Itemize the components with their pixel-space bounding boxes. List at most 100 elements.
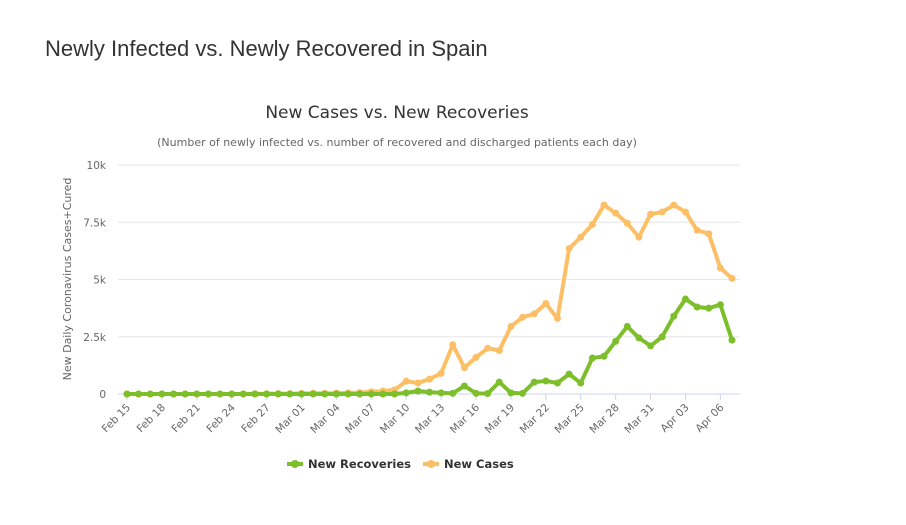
data-point	[553, 314, 561, 322]
y-tick-label: 2.5k	[83, 332, 107, 344]
data-point	[402, 377, 410, 385]
data-point	[460, 382, 468, 390]
chart-subtitle: (Number of newly infected vs. number of …	[157, 136, 637, 149]
x-tick-label: Mar 13	[413, 402, 447, 436]
data-point	[391, 390, 399, 398]
data-point	[426, 375, 433, 383]
data-point	[216, 390, 224, 398]
legend-item-new-recoveries[interactable]: New Recoveries	[287, 457, 411, 471]
data-point	[565, 370, 573, 378]
legend-label: New Recoveries	[308, 457, 411, 471]
data-point	[542, 377, 550, 385]
data-point	[553, 379, 561, 387]
chart-title: New Cases vs. New Recoveries	[265, 103, 529, 123]
y-tick-label: 0	[99, 389, 106, 401]
x-tick-label: Mar 31	[622, 402, 656, 436]
series-line	[125, 203, 734, 396]
data-point	[495, 346, 503, 354]
data-point	[681, 208, 689, 216]
data-point	[437, 389, 445, 397]
data-point	[600, 352, 608, 360]
series-new-recoveries	[123, 295, 736, 398]
data-point	[449, 341, 457, 349]
data-point	[635, 334, 643, 342]
x-tick-label: Mar 28	[587, 402, 621, 436]
data-point	[344, 390, 352, 398]
data-point	[204, 390, 212, 398]
page-title: Newly Infected vs. Newly Recovered in Sp…	[45, 36, 488, 61]
data-point	[530, 310, 538, 318]
data-point	[612, 337, 620, 345]
x-tick-label: Mar 07	[343, 402, 377, 436]
data-point	[588, 221, 596, 229]
data-point	[716, 301, 724, 309]
data-point	[577, 233, 585, 241]
data-point	[530, 378, 538, 386]
data-point	[670, 201, 678, 209]
data-point	[647, 210, 655, 218]
data-point	[542, 300, 550, 308]
x-tick-label: Feb 21	[169, 402, 202, 435]
data-point	[146, 390, 154, 398]
data-point	[600, 201, 608, 209]
data-point	[181, 390, 189, 398]
legend-marker	[427, 460, 435, 468]
x-tick-label: Mar 04	[308, 401, 343, 436]
data-point	[123, 390, 131, 398]
data-point	[588, 354, 596, 362]
x-tick-label: Feb 24	[204, 401, 238, 435]
data-point	[263, 390, 271, 398]
data-point	[565, 245, 573, 253]
y-axis-label: New Daily Coronavirus Cases+Cured	[61, 178, 74, 381]
x-tick-label: Apr 06	[693, 401, 726, 434]
x-tick-label: Mar 01	[273, 402, 307, 436]
data-point	[495, 378, 503, 386]
x-tick-label: Mar 16	[448, 401, 483, 436]
data-point	[251, 390, 259, 398]
data-point	[460, 364, 468, 372]
data-point	[484, 344, 492, 352]
data-point	[426, 388, 433, 396]
data-point	[670, 312, 678, 320]
data-point	[402, 389, 410, 397]
x-tick-label: Mar 19	[483, 402, 517, 436]
data-point	[693, 226, 701, 234]
data-point	[484, 390, 492, 398]
x-tick-label: Mar 25	[553, 402, 587, 436]
data-point	[658, 333, 666, 341]
data-point	[612, 209, 620, 217]
x-tick-label: Apr 03	[658, 402, 691, 435]
data-point	[298, 390, 306, 398]
data-point	[239, 390, 247, 398]
data-point	[728, 274, 736, 282]
data-point	[658, 208, 666, 216]
legend-item-new-cases[interactable]: New Cases	[423, 457, 514, 471]
data-point	[507, 322, 515, 330]
data-point	[193, 390, 201, 398]
data-point	[507, 389, 515, 397]
data-point	[705, 230, 713, 238]
data-point	[623, 219, 631, 227]
y-tick-label: 7.5k	[83, 217, 107, 229]
x-tick-label: Feb 15	[100, 402, 133, 435]
data-point	[437, 369, 445, 377]
y-tick-label: 5k	[93, 275, 107, 287]
data-point	[693, 303, 701, 311]
data-point	[647, 342, 655, 350]
data-point	[321, 390, 329, 398]
x-tick-label: Mar 22	[518, 402, 552, 436]
data-point	[356, 390, 364, 398]
data-point	[414, 379, 422, 387]
data-point	[449, 389, 457, 397]
data-point	[577, 379, 585, 387]
data-point	[414, 387, 422, 395]
data-point	[309, 390, 317, 398]
data-point	[472, 389, 480, 397]
data-point	[716, 264, 724, 272]
data-point	[705, 304, 713, 312]
data-point	[623, 322, 631, 330]
x-tick-label: Feb 18	[135, 402, 168, 435]
data-point	[681, 295, 689, 303]
y-tick-label: 10k	[87, 160, 107, 172]
data-point	[170, 390, 178, 398]
